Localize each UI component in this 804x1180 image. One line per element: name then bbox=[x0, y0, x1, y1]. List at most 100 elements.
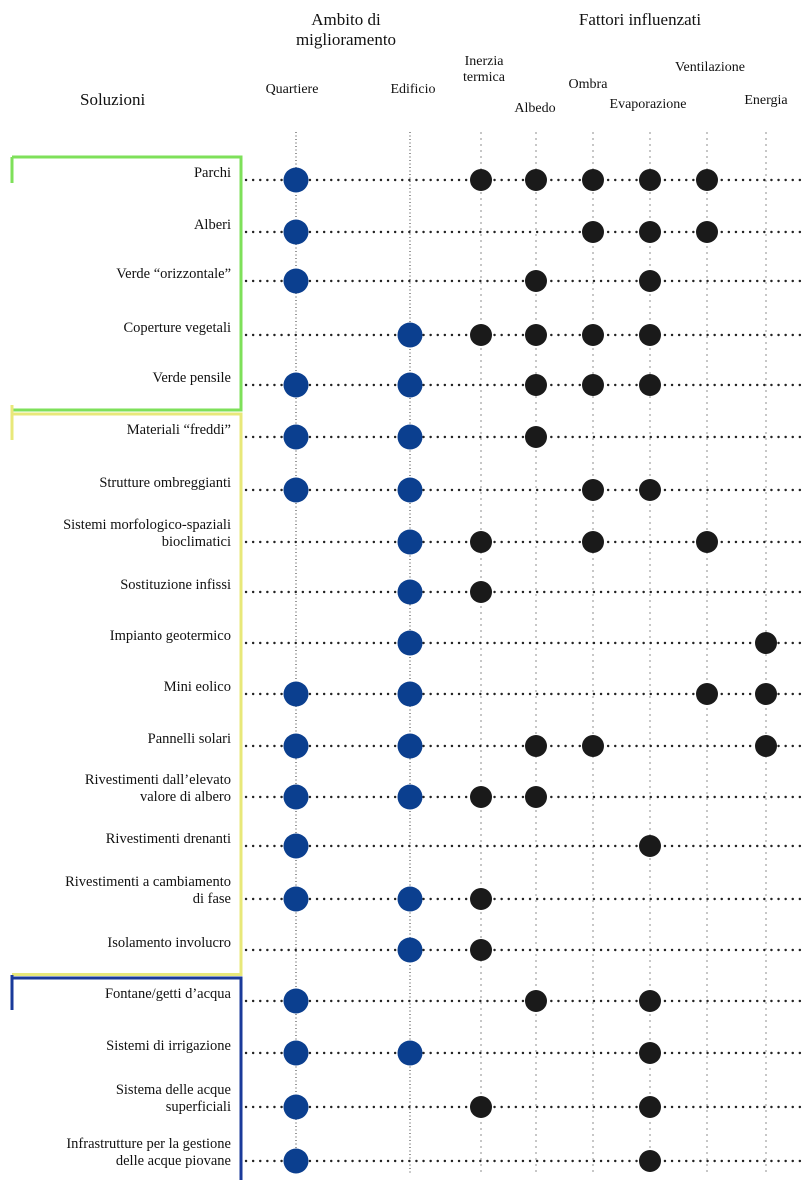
dot-edificio bbox=[397, 529, 423, 555]
dot-inerzia bbox=[470, 531, 492, 553]
row-label: Sistemi morfologico-spaziali bioclimatici bbox=[63, 517, 231, 550]
matrix-row: Parchi bbox=[194, 165, 802, 193]
row-label-line: valore di albero bbox=[140, 789, 231, 805]
dot-ombra bbox=[582, 479, 604, 501]
row-label: Rivestimenti dall’elevato valore di alber… bbox=[85, 772, 231, 805]
dot-ombra bbox=[582, 374, 604, 396]
row-label-line: Pannelli solari bbox=[148, 731, 231, 747]
dot-evaporazione bbox=[639, 270, 661, 292]
group-bracket-materiali bbox=[12, 412, 243, 976]
dot-ombra bbox=[582, 221, 604, 243]
row-label: Strutture ombreggianti bbox=[99, 475, 231, 491]
row-label-line: Impianto geotermico bbox=[110, 628, 231, 644]
matrix-row: Strutture ombreggianti bbox=[99, 475, 802, 503]
dot-inerzia bbox=[470, 786, 492, 808]
dot-quartiere bbox=[283, 1040, 309, 1066]
column-header-albedo: Albedo bbox=[514, 101, 555, 116]
matrix-row: Rivestimenti drenanti bbox=[106, 831, 802, 859]
matrix-row: Fontane/getti d’acqua bbox=[105, 986, 802, 1014]
dot-evaporazione bbox=[639, 1096, 661, 1118]
matrix-row: Sistemi morfologico-spaziali bioclimatici bbox=[63, 517, 802, 555]
dot-quartiere bbox=[283, 477, 309, 503]
row-label: Sistemi di irrigazione bbox=[106, 1038, 231, 1054]
matrix-row: Impianto geotermico bbox=[110, 628, 802, 656]
row-label: Rivestimenti a cambiamento di fase bbox=[65, 874, 231, 907]
group-brackets bbox=[10, 155, 243, 1180]
row-label-line: di fase bbox=[193, 891, 231, 907]
row-label-line: Alberi bbox=[194, 217, 231, 233]
row-label-line: Sistemi di irrigazione bbox=[106, 1038, 231, 1054]
dot-edificio bbox=[397, 322, 423, 348]
dot-albedo bbox=[525, 735, 547, 757]
row-label-line: Rivestimenti drenanti bbox=[106, 831, 231, 847]
matrix-row: Sistemi di irrigazione bbox=[106, 1038, 802, 1066]
dot-edificio bbox=[397, 1040, 423, 1066]
dot-ventilazione bbox=[696, 169, 718, 191]
column-header-line: Evaporazione bbox=[610, 97, 687, 112]
dot-evaporazione bbox=[639, 169, 661, 191]
matrix-row: Isolamento involucro bbox=[107, 935, 802, 963]
matrix-row: Verde pensile bbox=[152, 370, 802, 398]
row-label-line: Parchi bbox=[194, 165, 231, 181]
dot-edificio bbox=[397, 784, 423, 810]
row-label-line: Sistema delle acque bbox=[116, 1082, 231, 1098]
row-label-line: Infrastrutture per la gestione bbox=[66, 1136, 231, 1152]
dot-ventilazione bbox=[696, 683, 718, 705]
row-label-line: Sistemi morfologico-spaziali bbox=[63, 517, 231, 533]
dot-evaporazione bbox=[639, 374, 661, 396]
column-header-line: Ventilazione bbox=[675, 60, 745, 75]
matrix-row: Rivestimenti dall’elevato valore di alber… bbox=[85, 772, 802, 810]
scope-title-line2: miglioramento bbox=[296, 30, 396, 49]
column-header-line: Quartiere bbox=[266, 82, 319, 97]
dot-quartiere bbox=[283, 833, 309, 859]
dot-quartiere bbox=[283, 681, 309, 707]
row-label: Sistema delle acque superficiali bbox=[116, 1082, 231, 1115]
row-label-line: Strutture ombreggianti bbox=[99, 475, 231, 491]
dot-quartiere bbox=[283, 784, 309, 810]
matrix-row: Mini eolico bbox=[164, 679, 802, 707]
dot-evaporazione bbox=[639, 835, 661, 857]
column-header-inerzia: Inerzia termica bbox=[463, 54, 506, 85]
dot-quartiere bbox=[283, 167, 309, 193]
dot-albedo bbox=[525, 270, 547, 292]
dot-ombra bbox=[582, 735, 604, 757]
dot-edificio bbox=[397, 424, 423, 450]
dot-inerzia bbox=[470, 939, 492, 961]
column-header-line: termica bbox=[463, 70, 506, 85]
dot-inerzia bbox=[470, 888, 492, 910]
matrix-rows: Parchi Alberi Verde “orizzontale” Coperture… bbox=[63, 165, 802, 1174]
dot-evaporazione bbox=[639, 221, 661, 243]
dot-inerzia bbox=[470, 581, 492, 603]
row-label-line: superficiali bbox=[166, 1099, 231, 1115]
row-label: Coperture vegetali bbox=[124, 320, 232, 336]
column-header-line: Ombra bbox=[569, 77, 609, 92]
dot-inerzia bbox=[470, 324, 492, 346]
dot-edificio bbox=[397, 477, 423, 503]
dot-edificio bbox=[397, 886, 423, 912]
row-label: Materiali “freddi” bbox=[127, 422, 231, 438]
dot-ventilazione bbox=[696, 531, 718, 553]
dot-quartiere bbox=[283, 1094, 309, 1120]
matrix-row: Pannelli solari bbox=[148, 731, 802, 759]
column-header-ventilazione: Ventilazione bbox=[675, 60, 745, 75]
dot-ombra bbox=[582, 169, 604, 191]
dot-ombra bbox=[582, 531, 604, 553]
dot-quartiere bbox=[283, 268, 309, 294]
dot-inerzia bbox=[470, 169, 492, 191]
dot-quartiere bbox=[283, 733, 309, 759]
dot-albedo bbox=[525, 786, 547, 808]
row-label-line: Materiali “freddi” bbox=[127, 422, 231, 438]
dot-evaporazione bbox=[639, 1150, 661, 1172]
dot-evaporazione bbox=[639, 324, 661, 346]
dot-albedo bbox=[525, 169, 547, 191]
dot-albedo bbox=[525, 374, 547, 396]
dot-evaporazione bbox=[639, 479, 661, 501]
matrix-row: Alberi bbox=[194, 217, 802, 245]
matrix-row: Materiali “freddi” bbox=[127, 422, 802, 450]
dot-energia bbox=[755, 735, 777, 757]
row-label-line: Verde pensile bbox=[152, 370, 231, 386]
row-label: Pannelli solari bbox=[148, 731, 231, 747]
dot-ombra bbox=[582, 324, 604, 346]
row-label: Mini eolico bbox=[164, 679, 231, 695]
